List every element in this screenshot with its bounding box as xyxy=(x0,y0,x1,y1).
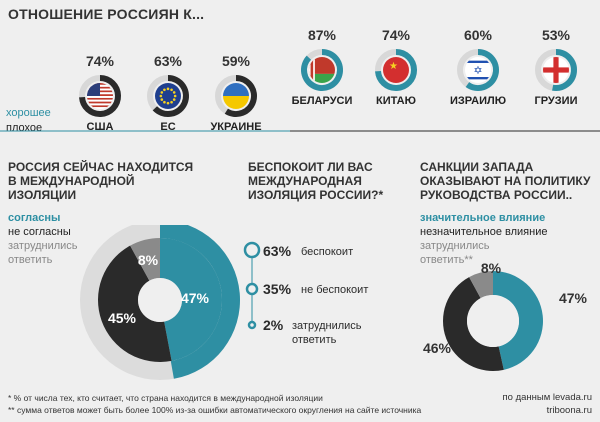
flag-eu-icon xyxy=(155,83,181,109)
q1-value-0: 47% xyxy=(181,290,210,306)
q3-value-2: 8% xyxy=(481,260,502,276)
legend-good: хорошее xyxy=(6,107,51,119)
country-arc-0 xyxy=(79,75,121,117)
q2-value-3: 2% xyxy=(263,317,284,333)
svg-text:✡: ✡ xyxy=(473,64,482,77)
flag-china-icon: ★ xyxy=(383,57,409,83)
q2-marker-0 xyxy=(243,241,261,259)
q3-value-0: 47% xyxy=(559,290,588,306)
source-levada: по данным levada.ru xyxy=(502,392,592,403)
q1-hole xyxy=(138,278,182,322)
country-ring-1 xyxy=(147,75,189,117)
svg-text:★: ★ xyxy=(389,61,398,72)
country-value-5: 60% xyxy=(463,27,493,43)
footnote-1: * % от числа тех, кто считает, что стран… xyxy=(8,393,323,403)
q1-value-2: 8% xyxy=(138,252,159,268)
q1-legend-agree: согласны xyxy=(8,212,61,224)
q2-marker-1 xyxy=(245,282,259,296)
country-arc-3 xyxy=(301,49,343,91)
q1-legend-undecided-1: затруднились xyxy=(8,240,78,252)
q2-title: БЕСПОКОИТ ЛИ ВАС МЕЖДУНАРОДНАЯ ИЗОЛЯЦИЯ … xyxy=(248,160,384,202)
country-value-1: 63% xyxy=(153,53,183,69)
country-ring-5: ✡ xyxy=(457,49,499,91)
q1-title: РОССИЯ СЕЙЧАС НАХОДИТСЯ В МЕЖДУНАРОДНОЙ … xyxy=(8,160,194,202)
q2-markers xyxy=(243,241,261,330)
q1-value-1: 45% xyxy=(108,310,137,326)
country-label-3: БЕЛАРУСИ xyxy=(291,95,353,107)
q2-value-2: 35% xyxy=(263,281,292,297)
country-value-4: 74% xyxy=(381,27,411,43)
q3-hole xyxy=(467,295,519,347)
q3-slice-1 xyxy=(443,277,504,371)
page-title: ОТНОШЕНИЕ РОССИЯН К... xyxy=(8,6,205,22)
q1-slice-0 xyxy=(160,238,222,361)
q1-slice-2 xyxy=(130,238,160,281)
country-ring-0 xyxy=(79,75,121,117)
country-arc-4 xyxy=(375,49,417,91)
country-label-1: ЕС xyxy=(160,121,176,133)
q3-legend-weak: незначительное влияние xyxy=(420,226,548,238)
q3-value-1: 46% xyxy=(423,340,452,356)
q1-legend-disagree: не согласны xyxy=(8,226,71,238)
q2-label-2: не беспокоит xyxy=(301,284,369,296)
flag-belarus-icon xyxy=(309,57,335,83)
q2-value-1: 63% xyxy=(263,243,292,259)
footnote-2: ** сумма ответов может быть более 100% и… xyxy=(8,405,422,415)
q3-legend-undecided-1: затруднились xyxy=(420,240,490,252)
q2-label-1: беспокоит xyxy=(301,246,354,258)
q1-slice-1 xyxy=(98,245,172,362)
country-label-6: ГРУЗИИ xyxy=(534,95,578,107)
flag-usa-icon xyxy=(87,83,113,109)
flag-ukraine-icon xyxy=(223,83,249,109)
country-label-4: КИТАЮ xyxy=(376,95,416,107)
q1-outer-segment xyxy=(160,225,240,379)
country-arc-2 xyxy=(224,75,257,117)
country-value-3: 87% xyxy=(307,27,337,43)
q2-label-3a: затруднились xyxy=(292,320,362,332)
country-label-0: США xyxy=(86,121,114,133)
q2-marker-2 xyxy=(247,320,257,330)
source-triboona: triboona.ru xyxy=(546,405,592,416)
country-value-6: 53% xyxy=(541,27,571,43)
q3-donut: 47% 46% 8% xyxy=(423,260,588,371)
q3-title: САНКЦИИ ЗАПАДА ОКАЗЫВАЮТ НА ПОЛИТИКУ РУК… xyxy=(420,160,591,202)
flag-israel-icon: ✡ xyxy=(465,57,491,83)
country-ring-2 xyxy=(215,75,257,117)
q3-slice-2 xyxy=(469,271,493,299)
q3-legend-strong: значительное влияние xyxy=(420,212,546,224)
q3-slice-0 xyxy=(493,271,543,370)
country-label-5: ИЗРАИЛЮ xyxy=(449,95,507,107)
q3-legend-undecided-2: ответить** xyxy=(420,254,473,266)
q1-legend-undecided-2: ответить xyxy=(8,254,53,266)
country-value-0: 74% xyxy=(85,53,115,69)
country-ring-4: ★ xyxy=(375,49,417,91)
country-rings: ★ ✡ xyxy=(79,49,577,117)
q2-label-3b: ответить xyxy=(292,334,337,346)
country-arc-5 xyxy=(465,49,499,91)
country-arc-1 xyxy=(152,75,189,117)
country-value-2: 59% xyxy=(221,53,251,69)
country-label-2: УКРАИНЕ xyxy=(210,121,262,133)
flag-georgia-icon xyxy=(543,57,569,83)
q1-donut: 47% 45% 8% xyxy=(80,225,240,380)
country-ring-6 xyxy=(535,49,577,91)
country-ring-3 xyxy=(301,49,343,91)
country-arc-6 xyxy=(552,49,577,91)
